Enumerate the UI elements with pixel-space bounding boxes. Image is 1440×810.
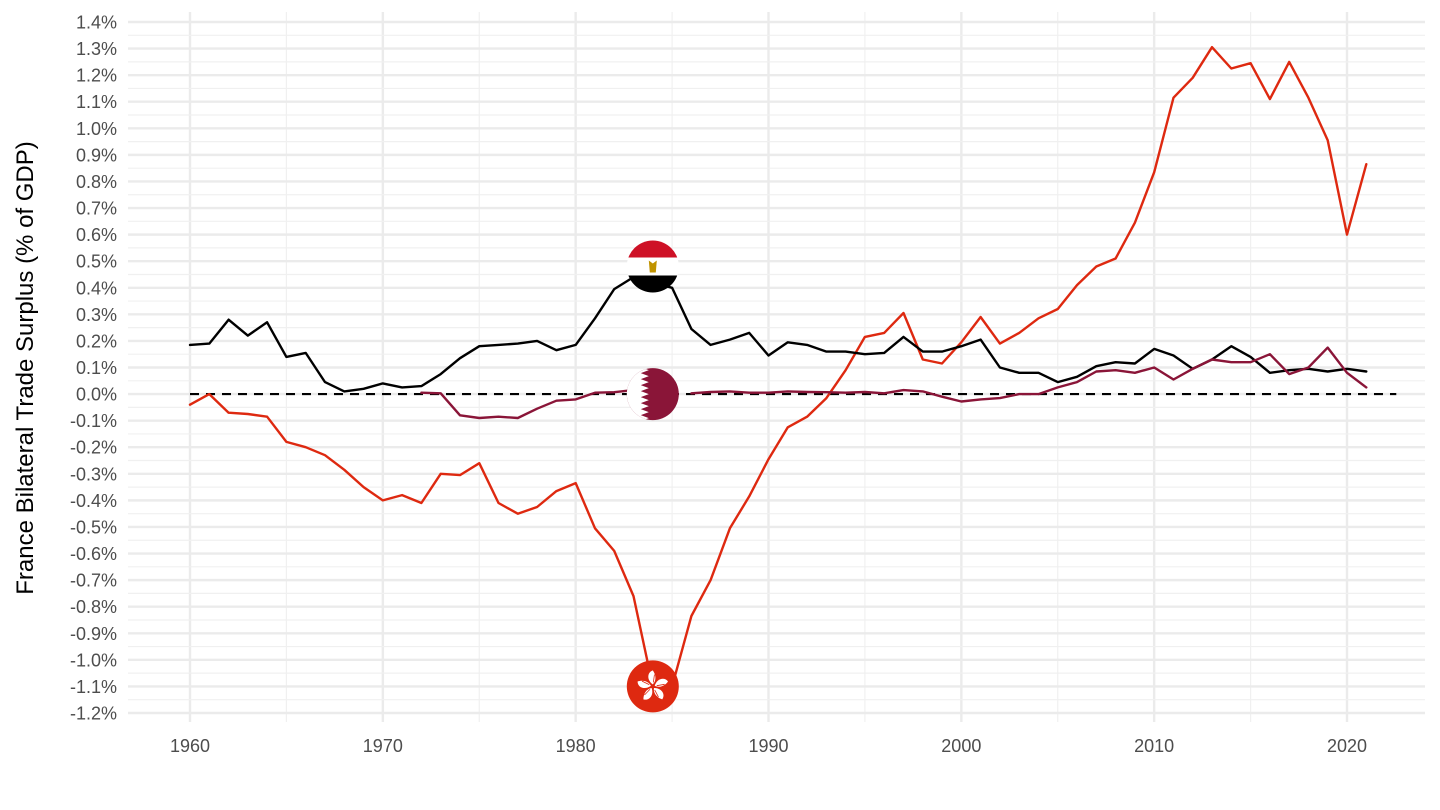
y-tick-label: 0.4% (76, 278, 117, 298)
y-tick-label: -0.5% (70, 517, 117, 537)
x-tick-label: 1980 (556, 736, 596, 756)
x-tick-label: 1960 (170, 736, 210, 756)
y-tick-label: 1.1% (76, 92, 117, 112)
y-tick-label: -1.1% (70, 677, 117, 697)
series-line-2 (420, 346, 1368, 420)
y-tick-label: -1.0% (70, 650, 117, 670)
y-axis-title: France Bilateral Trade Surplus (% of GDP… (12, 141, 39, 595)
y-tick-label: 1.3% (76, 39, 117, 59)
y-tick-label: -0.9% (70, 624, 117, 644)
y-tick-label: 0.1% (76, 358, 117, 378)
y-tick-label: -0.1% (70, 411, 117, 431)
y-tick-label: 0.8% (76, 172, 117, 192)
y-tick-label: 1.4% (76, 13, 117, 33)
x-tick-label: 2020 (1327, 736, 1367, 756)
y-tick-label: -0.7% (70, 571, 117, 591)
x-tick-label: 2000 (941, 736, 981, 756)
egypt-flag-icon (626, 240, 679, 293)
y-axis: 1.4% 1.3% 1.2% 1.1% 1.0% 0.9% 0.8% 0.7% 0.6% 0.5%… (70, 13, 117, 724)
y-tick-label: -0.3% (70, 464, 117, 484)
x-tick-label: 1970 (363, 736, 403, 756)
series-layer (188, 46, 1397, 688)
y-tick-label: 1.0% (76, 119, 117, 139)
y-tick-label: -0.2% (70, 438, 117, 458)
y-tick-label: 0.9% (76, 145, 117, 165)
y-tick-label: 0.3% (76, 305, 117, 325)
grid-lines (128, 12, 1425, 722)
y-tick-label: 0.0% (76, 385, 117, 405)
y-tick-label: 0.5% (76, 252, 117, 272)
y-tick-label: -0.6% (70, 544, 117, 564)
y-tick-label: -0.8% (70, 597, 117, 617)
x-tick-label: 1990 (748, 736, 788, 756)
y-tick-label: -1.2% (70, 704, 117, 724)
y-tick-label: -0.4% (70, 491, 117, 511)
y-tick-label: 1.2% (76, 66, 117, 86)
series-line-0 (188, 46, 1368, 688)
x-tick-label: 2010 (1134, 736, 1174, 756)
qatar-flag-icon (626, 368, 679, 421)
hong-kong-flag-icon (626, 660, 679, 713)
series-line-1 (188, 275, 1368, 393)
y-tick-label: 0.6% (76, 225, 117, 245)
y-tick-label: 0.2% (76, 331, 117, 351)
y-tick-label: 0.7% (76, 199, 117, 219)
x-axis: 1960 1970 1980 1990 2000 2010 2020 (170, 736, 1367, 756)
flags-layer (626, 240, 679, 713)
